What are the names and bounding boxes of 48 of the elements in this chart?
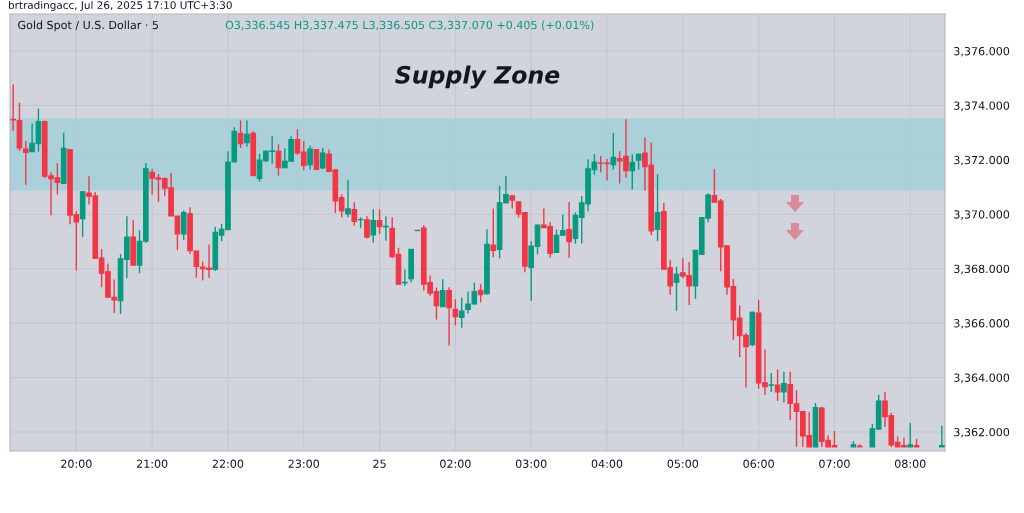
candlestick [345, 179, 351, 218]
candlestick [939, 424, 945, 448]
x-tick-label: 22:00 [212, 459, 244, 468]
x-tick-label: 03:00 [515, 459, 547, 468]
candlestick [458, 296, 465, 329]
x-tick-label: 08:00 [894, 459, 926, 468]
candlestick [768, 372, 775, 393]
y-tick-label: 3,372.000 [954, 155, 1010, 166]
text: Gold Spot / U.S. Dollar · 5 [18, 20, 159, 32]
x-tick-label: 05:00 [667, 459, 699, 468]
y-tick-label: 3,362.000 [954, 427, 1010, 438]
candlestick [907, 422, 914, 448]
candlestick [477, 283, 484, 304]
candlestick [180, 209, 187, 241]
candlestick [629, 153, 636, 191]
candlestick [566, 201, 572, 259]
band-label: Supply Zone [395, 65, 560, 89]
candlestick [376, 208, 383, 235]
candlestick [673, 266, 680, 312]
candlestick [452, 298, 459, 327]
candlestick [781, 371, 787, 404]
x-tick-label: 20:00 [61, 459, 92, 468]
candlestick [439, 278, 446, 308]
x-tick-label: 07:00 [819, 459, 850, 468]
candlestick [490, 207, 497, 258]
candlestick [351, 201, 358, 227]
y-tick-label: 3,366.000 [954, 319, 1010, 329]
candlestick [237, 119, 244, 149]
candlestick [307, 145, 313, 171]
candlestick [446, 286, 452, 347]
text: O3,336.545 H3,337.475 L3,336.505 C3,337.070 +0.405 (+0.01%) [225, 20, 594, 31]
candlestick [774, 368, 781, 402]
x-tick-label: 06:00 [743, 459, 774, 468]
y-tick-label: 3,374.000 [954, 101, 1010, 111]
candlestick [244, 119, 250, 148]
x-tick-label: 25 [373, 459, 386, 468]
x-tick-label: 23:00 [288, 459, 320, 468]
candlestick [370, 208, 377, 244]
y-tick-label: 3,364.000 [954, 373, 1010, 384]
candlestick [610, 131, 617, 171]
y-tick-label: 3,368.000 [954, 264, 1010, 275]
y-tick-label: 3,376.000 [954, 46, 1010, 57]
text: brtradingacc, Jul 26, 2025 17:10 UTC+3:30 [8, 0, 232, 12]
x-tick-label: 21:00 [136, 459, 168, 468]
x-tick-label: 04:00 [591, 459, 623, 468]
x-tick-label: 02:00 [440, 459, 471, 468]
candlestick [313, 148, 320, 170]
y-tick-label: 3,370.000 [954, 210, 1010, 220]
